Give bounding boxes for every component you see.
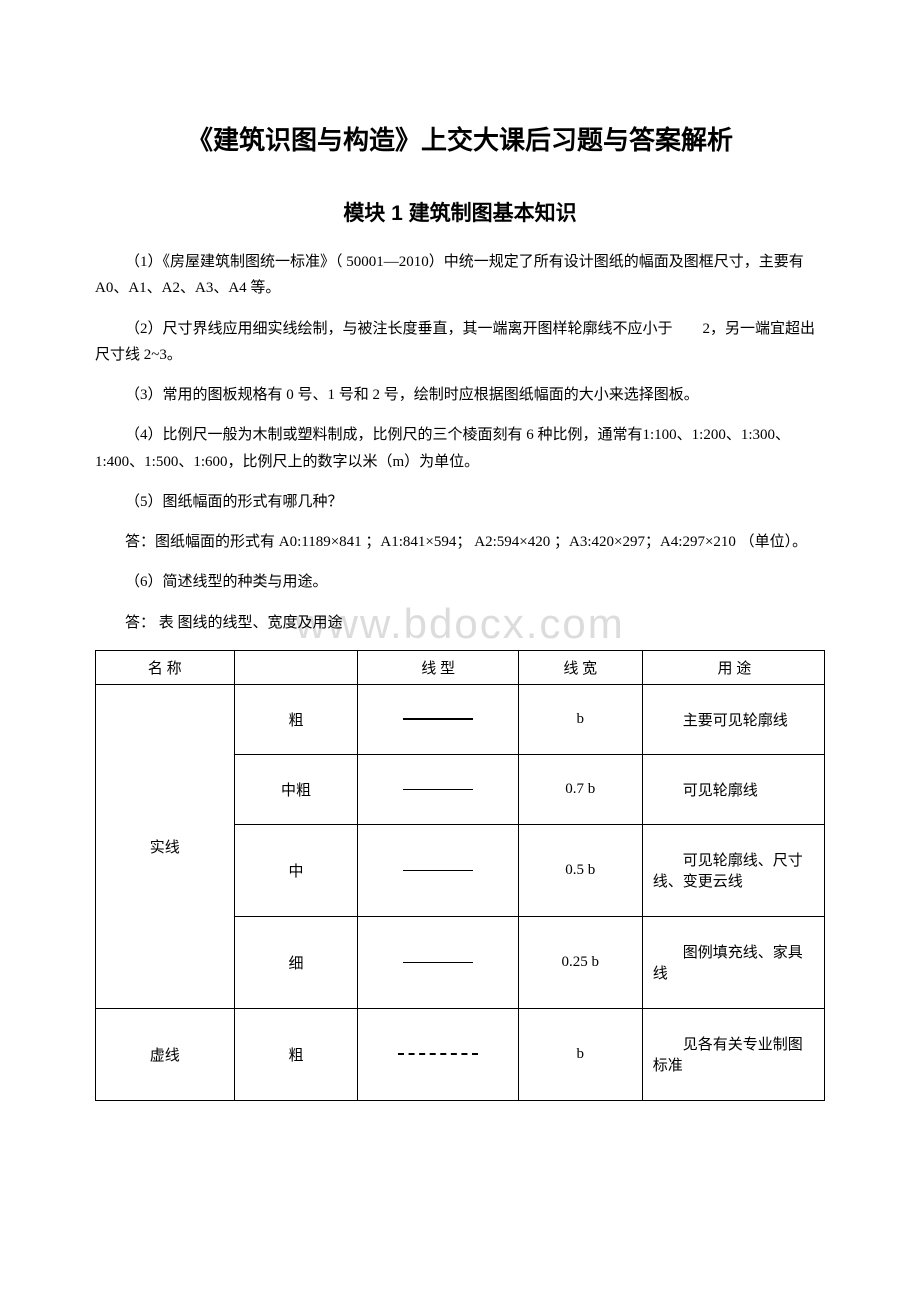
cell-usage: 可见轮廓线 xyxy=(642,754,824,824)
header-type: 线 型 xyxy=(358,650,518,684)
table-row: 虚线 粗 b 见各有关专业制图标准 xyxy=(96,1008,825,1100)
table-header-row: 名 称 线 型 线 宽 用 途 xyxy=(96,650,825,684)
document-content: 《建筑识图与构造》上交大课后习题与答案解析 模块 1 建筑制图基本知识 （1）《… xyxy=(95,120,825,1101)
line-sample-dashed xyxy=(398,1053,478,1055)
cell-width: 0.5 b xyxy=(518,824,642,916)
cell-weight: 细 xyxy=(234,916,358,1008)
cell-type xyxy=(358,754,518,824)
header-width: 线 宽 xyxy=(518,650,642,684)
line-types-table: 名 称 线 型 线 宽 用 途 实线 粗 b 主要可见轮廓线 中粗 0.7 b … xyxy=(95,650,825,1101)
cell-weight: 中 xyxy=(234,824,358,916)
header-name: 名 称 xyxy=(96,650,235,684)
cell-usage: 见各有关专业制图标准 xyxy=(642,1008,824,1100)
cell-type xyxy=(358,916,518,1008)
cell-usage: 图例填充线、家具线 xyxy=(642,916,824,1008)
paragraph-1: （1）《房屋建筑制图统一标准》（ 50001—2010）中统一规定了所有设计图纸… xyxy=(95,249,825,302)
line-sample-hair xyxy=(403,962,473,963)
page-title: 《建筑识图与构造》上交大课后习题与答案解析 xyxy=(95,120,825,157)
line-sample-thick xyxy=(403,718,473,720)
cell-type xyxy=(358,684,518,754)
table-row: 实线 粗 b 主要可见轮廓线 xyxy=(96,684,825,754)
line-sample-thin xyxy=(403,870,473,871)
cell-width: b xyxy=(518,1008,642,1100)
cell-width: 0.7 b xyxy=(518,754,642,824)
cell-name: 虚线 xyxy=(96,1008,235,1100)
paragraph-3: （3）常用的图板规格有 0 号、1 号和 2 号，绘制时应根据图纸幅面的大小来选… xyxy=(95,382,825,408)
paragraph-2: （2）尺寸界线应用细实线绘制，与被注长度垂直，其一端离开图样轮廓线不应小于 2，… xyxy=(95,316,825,369)
line-sample-medium xyxy=(403,789,473,790)
cell-weight: 粗 xyxy=(234,684,358,754)
paragraph-5: （5）图纸幅面的形式有哪几种？ xyxy=(95,489,825,515)
cell-type xyxy=(358,1008,518,1100)
cell-weight: 中粗 xyxy=(234,754,358,824)
cell-width: 0.25 b xyxy=(518,916,642,1008)
cell-usage: 主要可见轮廓线 xyxy=(642,684,824,754)
cell-type xyxy=(358,824,518,916)
paragraph-4: （4）比例尺一般为木制或塑料制成，比例尺的三个棱面刻有 6 种比例，通常有1:1… xyxy=(95,422,825,475)
cell-name: 实线 xyxy=(96,684,235,1008)
header-blank xyxy=(234,650,358,684)
header-usage: 用 途 xyxy=(642,650,824,684)
answer-6: 答： 表 图线的线型、宽度及用途 xyxy=(95,610,825,636)
section-subtitle: 模块 1 建筑制图基本知识 xyxy=(95,197,825,227)
cell-weight: 粗 xyxy=(234,1008,358,1100)
cell-usage: 可见轮廓线、尺寸线、变更云线 xyxy=(642,824,824,916)
paragraph-6: （6）简述线型的种类与用途。 xyxy=(95,569,825,595)
cell-width: b xyxy=(518,684,642,754)
answer-5: 答：图纸幅面的形式有 A0:1189×841 ；A1:841×594； A2:5… xyxy=(95,529,825,555)
